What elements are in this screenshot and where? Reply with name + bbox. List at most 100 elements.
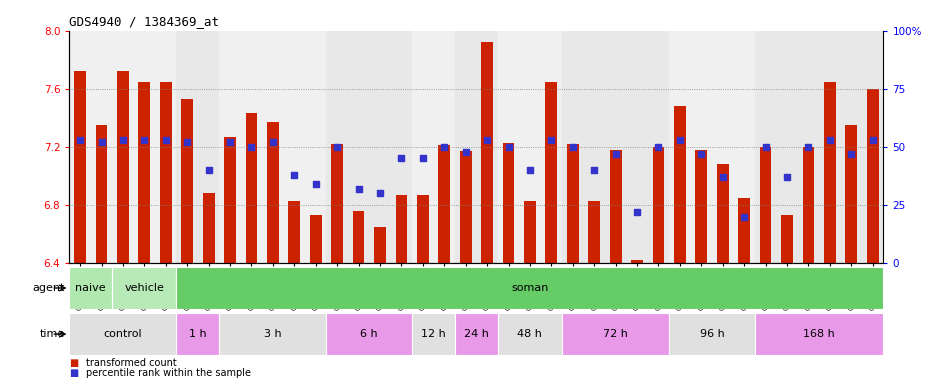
Bar <box>352 211 364 263</box>
Bar <box>413 313 455 355</box>
Point <box>73 137 88 143</box>
Point <box>458 149 473 155</box>
Point <box>865 137 880 143</box>
Text: agent: agent <box>32 283 65 293</box>
Bar <box>112 267 177 309</box>
Point <box>265 139 280 145</box>
Bar <box>738 198 750 263</box>
Point <box>308 181 323 187</box>
Bar <box>177 313 219 355</box>
Bar <box>696 150 708 263</box>
Point <box>565 144 580 150</box>
Text: transformed count: transformed count <box>86 358 177 367</box>
Bar <box>755 31 883 263</box>
Bar <box>502 142 514 263</box>
Point <box>287 172 302 178</box>
Bar <box>181 99 193 263</box>
Text: naive: naive <box>76 283 106 293</box>
Bar <box>139 81 150 263</box>
Bar <box>69 267 112 309</box>
Point <box>801 144 816 150</box>
Bar <box>69 31 177 263</box>
Point <box>736 214 751 220</box>
Point <box>223 139 238 145</box>
Bar <box>674 106 685 263</box>
Bar <box>567 144 579 263</box>
Point <box>672 137 687 143</box>
Bar <box>224 137 236 263</box>
Bar <box>610 150 622 263</box>
Bar <box>455 313 498 355</box>
Point <box>158 137 173 143</box>
Bar <box>669 313 755 355</box>
Text: percentile rank within the sample: percentile rank within the sample <box>86 367 251 377</box>
Bar <box>669 31 755 263</box>
Bar <box>219 313 327 355</box>
Point <box>630 209 645 215</box>
Bar <box>267 122 278 263</box>
Point <box>758 144 773 150</box>
Bar <box>845 125 857 263</box>
Bar <box>74 71 86 263</box>
Bar <box>455 31 498 263</box>
Bar <box>759 147 771 263</box>
Bar <box>289 200 301 263</box>
Bar <box>755 313 883 355</box>
Text: vehicle: vehicle <box>124 283 165 293</box>
Point <box>415 156 430 162</box>
Point <box>480 137 495 143</box>
Point <box>329 144 344 150</box>
Text: time: time <box>40 329 65 339</box>
Bar <box>460 151 472 263</box>
Bar <box>803 147 814 263</box>
Text: 3 h: 3 h <box>264 329 282 339</box>
Point <box>202 167 216 173</box>
Point <box>94 139 109 145</box>
Point <box>394 156 409 162</box>
Text: 48 h: 48 h <box>517 329 542 339</box>
Text: 168 h: 168 h <box>803 329 835 339</box>
Text: GDS4940 / 1384369_at: GDS4940 / 1384369_at <box>69 15 219 28</box>
Bar <box>562 313 669 355</box>
Bar <box>177 267 883 309</box>
Point <box>523 167 537 173</box>
Point <box>179 139 194 145</box>
Point <box>373 190 388 197</box>
Text: 12 h: 12 h <box>421 329 446 339</box>
Point <box>822 137 837 143</box>
Point <box>116 137 130 143</box>
Bar <box>781 215 793 263</box>
Bar <box>327 31 413 263</box>
Point <box>780 174 795 180</box>
Point <box>694 151 709 157</box>
Text: 6 h: 6 h <box>361 329 378 339</box>
Point <box>501 144 516 150</box>
Point <box>715 174 730 180</box>
Bar <box>160 81 172 263</box>
Bar <box>310 215 322 263</box>
Bar <box>219 31 327 263</box>
Bar <box>481 42 493 263</box>
Bar <box>203 193 215 263</box>
Bar <box>396 195 407 263</box>
Bar <box>631 260 643 263</box>
Bar <box>95 125 107 263</box>
Bar <box>117 71 129 263</box>
Point <box>244 144 259 150</box>
Point <box>352 185 366 192</box>
Text: ■: ■ <box>69 367 79 377</box>
Bar <box>417 195 428 263</box>
Text: 1 h: 1 h <box>189 329 206 339</box>
Bar <box>524 200 536 263</box>
Point <box>844 151 858 157</box>
Text: 24 h: 24 h <box>464 329 488 339</box>
Bar <box>245 114 257 263</box>
Bar <box>327 313 413 355</box>
Bar <box>498 313 562 355</box>
Bar <box>498 31 562 263</box>
Bar <box>867 89 879 263</box>
Point <box>137 137 152 143</box>
Bar <box>546 81 557 263</box>
Text: ■: ■ <box>69 358 79 367</box>
Bar <box>69 313 177 355</box>
